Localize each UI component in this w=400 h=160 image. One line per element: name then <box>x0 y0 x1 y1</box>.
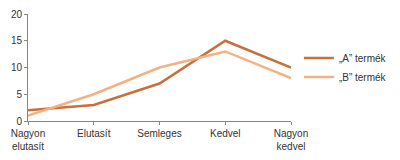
svg-text:„A” termék: „A” termék <box>339 53 387 64</box>
svg-text:„B” termék: „B” termék <box>339 72 387 83</box>
svg-text:10: 10 <box>11 62 23 73</box>
svg-text:15: 15 <box>11 35 23 46</box>
svg-text:Elutasít: Elutasít <box>77 128 111 139</box>
svg-text:Nagyonkedvel: Nagyonkedvel <box>274 128 308 152</box>
svg-text:0: 0 <box>16 116 22 127</box>
svg-text:Nagyonelutasít: Nagyonelutasít <box>11 128 45 152</box>
svg-text:Kedvel: Kedvel <box>210 128 241 139</box>
svg-text:Semleges: Semleges <box>137 128 181 139</box>
svg-text:20: 20 <box>11 9 23 20</box>
svg-text:5: 5 <box>16 89 22 100</box>
